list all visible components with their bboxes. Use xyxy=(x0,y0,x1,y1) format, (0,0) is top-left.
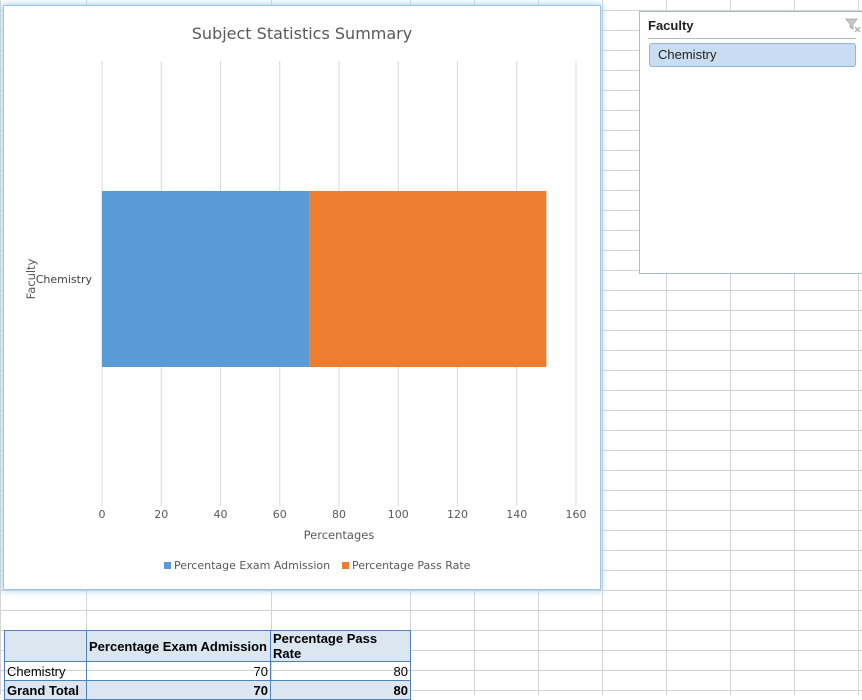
slicer-item-chemistry[interactable]: Chemistry xyxy=(649,43,856,67)
bar-pass-rate xyxy=(309,191,547,367)
legend-entry: Percentage Pass Rate xyxy=(352,559,471,572)
clear-filter-icon[interactable] xyxy=(844,16,862,34)
y-axis-title: Faculty xyxy=(24,258,38,299)
legend-swatch xyxy=(164,562,171,569)
bar-exam-admission xyxy=(102,191,310,367)
grand-total-row: Grand Total 70 80 xyxy=(4,680,411,700)
legend-swatch xyxy=(342,562,349,569)
x-tick-label: 140 xyxy=(506,508,527,521)
row-label-grand-total[interactable]: Grand Total xyxy=(4,680,87,700)
x-axis-title: Percentages xyxy=(304,528,375,542)
x-tick-label: 60 xyxy=(273,508,287,521)
x-tick-label: 80 xyxy=(332,508,346,521)
x-tick-label: 100 xyxy=(388,508,409,521)
slicer-header: Faculty xyxy=(648,18,861,39)
total-exam-admission[interactable]: 70 xyxy=(86,680,271,700)
x-tick-label: 120 xyxy=(447,508,468,521)
row-label-chemistry[interactable]: Chemistry xyxy=(4,661,87,681)
x-tick-label: 20 xyxy=(154,508,168,521)
column-header-pass-rate[interactable]: Percentage Pass Rate xyxy=(270,630,411,662)
cell-pass-rate[interactable]: 80 xyxy=(270,661,411,681)
column-header-exam-admission[interactable]: Percentage Exam Admission xyxy=(86,630,271,662)
pivot-corner-cell[interactable] xyxy=(4,630,87,662)
x-tick-label: 160 xyxy=(566,508,587,521)
y-category-label: Chemistry xyxy=(36,273,93,286)
x-tick-label: 0 xyxy=(99,508,106,521)
chart-title: Subject Statistics Summary xyxy=(192,24,412,43)
cell-exam-admission[interactable]: 70 xyxy=(86,661,271,681)
total-pass-rate[interactable]: 80 xyxy=(270,680,411,700)
pivot-header-row: Percentage Exam Admission Percentage Pas… xyxy=(4,630,411,662)
chart-plot-area: Subject Statistics Summary 0 20 40 60 80 100 12… xyxy=(24,24,587,572)
slicer-title: Faculty xyxy=(648,18,694,33)
x-tick-label: 40 xyxy=(214,508,228,521)
table-row: Chemistry 70 80 xyxy=(4,661,411,681)
pivot-table: Percentage Exam Admission Percentage Pas… xyxy=(4,630,411,700)
legend-entry: Percentage Exam Admission xyxy=(174,559,330,572)
stacked-bar-chart[interactable]: Subject Statistics Summary 0 20 40 60 80 100 12… xyxy=(4,6,600,589)
faculty-slicer[interactable]: Faculty Chemistry xyxy=(639,11,862,274)
